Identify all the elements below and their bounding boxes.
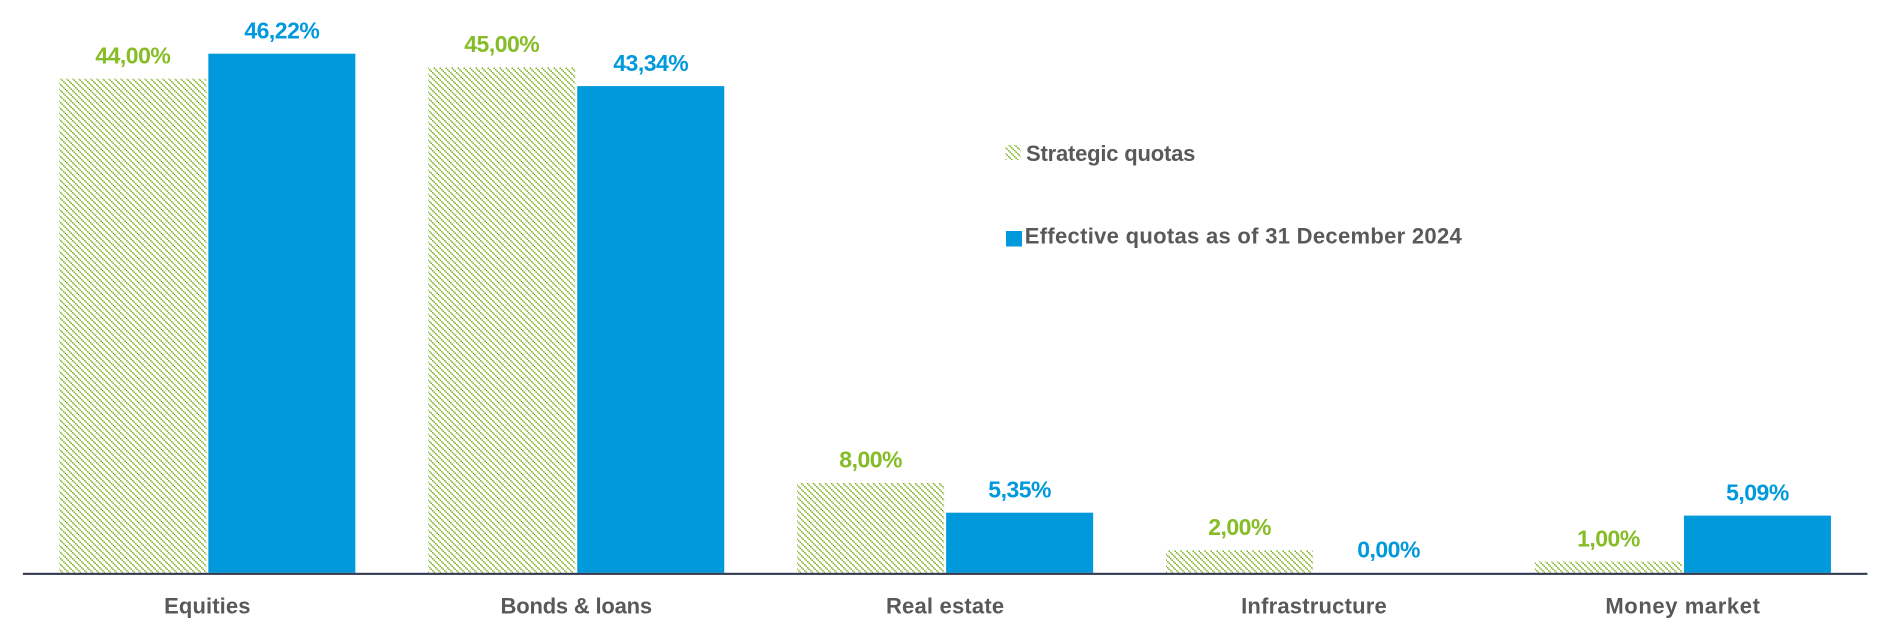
svg-text:44,00%: 44,00% [95, 42, 170, 68]
svg-text:43,34%: 43,34% [613, 50, 688, 76]
svg-text:Infrastructure: Infrastructure [1241, 594, 1387, 619]
svg-text:5,09%: 5,09% [1726, 479, 1789, 505]
svg-text:Money market: Money market [1605, 594, 1760, 619]
svg-text:1,00%: 1,00% [1577, 525, 1640, 551]
svg-text:Bonds & loans: Bonds & loans [501, 594, 652, 619]
svg-text:8,00%: 8,00% [839, 447, 902, 473]
svg-text:46,22%: 46,22% [244, 17, 319, 43]
svg-text:45,00%: 45,00% [464, 31, 539, 57]
svg-text:Equities: Equities [164, 594, 250, 619]
svg-text:5,35%: 5,35% [988, 476, 1051, 502]
svg-text:Real estate: Real estate [886, 594, 1004, 619]
svg-text:2,00%: 2,00% [1208, 514, 1271, 540]
svg-text:Effective quotas as of 31 Dece: Effective quotas as of 31 December 2024 [1025, 224, 1463, 249]
svg-text:0,00%: 0,00% [1357, 537, 1420, 563]
svg-text:Strategic quotas: Strategic quotas [1026, 141, 1195, 166]
